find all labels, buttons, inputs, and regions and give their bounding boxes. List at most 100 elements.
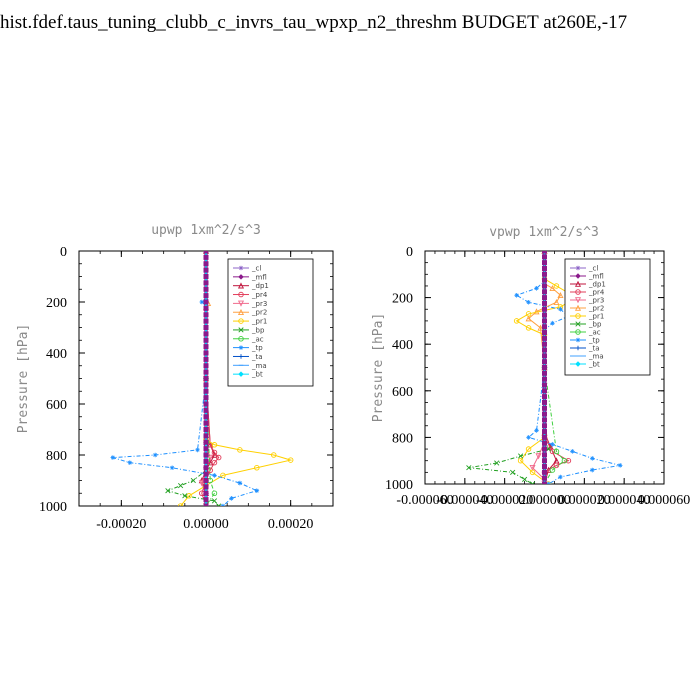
legend-label: _ac [588, 329, 601, 337]
data-point-pr4 [211, 449, 218, 456]
data-point-mfl [542, 423, 547, 429]
data-point-mfl [203, 251, 209, 254]
data-point-tp [152, 452, 158, 458]
x-tick-label: 0.000040 [598, 493, 651, 508]
legend-marker [238, 318, 244, 324]
data-point-bp [211, 498, 218, 504]
legend-marker [574, 280, 582, 287]
data-point-tp [617, 463, 623, 468]
legend: _cl_mfl_dp1_pr4_pr3_pr2_pr1_bp_ac_tp_ta_… [227, 258, 314, 387]
chart-panel-2: vpwp 1xm^2/s^3 Pressure [hPa] 0 200 400 600 80… [371, 225, 690, 508]
data-point-dp1 [545, 466, 552, 473]
data-point-bp [510, 469, 516, 475]
data-point-pr3 [207, 454, 214, 461]
data-point-mfl [203, 497, 209, 503]
x-tick-label: -0.000020 [476, 493, 533, 508]
x-tick-label: 0.000060 [638, 493, 691, 508]
data-point-mfl [203, 293, 209, 299]
data-point-tp [526, 435, 531, 440]
data-point-mfl [203, 433, 209, 439]
data-point-bp [182, 493, 188, 499]
y-tick-label: 0 [60, 245, 67, 260]
legend-marker [575, 289, 581, 295]
data-point-pr3 [198, 480, 205, 487]
data-point-mfl [203, 312, 209, 318]
x-tick-label: 0.00020 [268, 517, 314, 532]
data-point-mfl [542, 254, 547, 260]
data-point-mfl [203, 407, 209, 413]
legend-marker [574, 304, 582, 311]
legend-label: _pr1 [251, 318, 267, 326]
data-point-mfl [203, 305, 209, 311]
y-tick-label: 400 [46, 347, 67, 362]
legend-marker [575, 361, 581, 367]
data-point-mfl [542, 464, 547, 470]
data-point-mfl [203, 369, 209, 375]
data-point-pr4 [565, 457, 572, 464]
legend-marker [237, 300, 245, 307]
legend-label: _pr1 [588, 313, 604, 321]
legend-marker [238, 274, 244, 280]
data-point-mfl [203, 337, 209, 343]
data-point-mfl [542, 300, 547, 306]
data-point-pr1 [513, 318, 520, 324]
legend: _cl_mfl_dp1_pr4_pr3_pr2_pr1_bp_ac_tp_ta_… [564, 258, 651, 376]
data-point-mfl [542, 434, 547, 440]
data-point-pr2 [557, 291, 564, 299]
y-tick-label: 0 [406, 245, 413, 260]
data-point-bp [165, 488, 171, 494]
data-point-pr1 [529, 469, 536, 476]
data-point-mfl [542, 388, 547, 394]
data-point-mfl [203, 478, 209, 483]
data-point-ac [549, 467, 556, 473]
x-tick-label: -0.000060 [396, 493, 453, 508]
data-point-ac [561, 457, 568, 464]
data-point-mfl [203, 280, 209, 286]
legend-label: _bp [251, 326, 265, 334]
data-point-mfl [542, 382, 547, 388]
legend-marker [574, 297, 582, 304]
data-point-pr1 [525, 311, 532, 317]
data-point-mfl [542, 318, 547, 324]
data-point-pr1 [237, 447, 243, 453]
data-point-mfl [203, 344, 209, 350]
data-point-pr3 [535, 453, 542, 460]
data-point-tp [514, 292, 519, 298]
data-point-pr3 [529, 464, 536, 471]
data-point-bp [517, 453, 524, 459]
legend-label: _pr4 [588, 289, 605, 297]
legend-marker [575, 329, 581, 335]
data-point-mfl [203, 318, 209, 324]
data-point-dp1 [211, 451, 218, 458]
data-point-tp [550, 442, 555, 447]
data-point-pr2 [549, 284, 556, 292]
data-point-pr1 [177, 503, 184, 506]
legend-marker [237, 282, 245, 289]
y-tick-label: 600 [392, 385, 413, 400]
y-tick-label: 200 [46, 296, 67, 311]
legend-label: _ta [251, 353, 263, 361]
data-point-mfl [542, 289, 547, 295]
legend-label: _bp [588, 321, 602, 329]
data-point-pr1 [525, 446, 532, 452]
legend-marker [238, 345, 244, 350]
data-point-mfl [542, 370, 547, 376]
data-point-bp [521, 476, 528, 482]
legend-label: _ta [588, 345, 600, 353]
legend-label: _pr4 [251, 291, 268, 299]
data-point-mfl [203, 363, 209, 369]
legend-label: _pr2 [251, 309, 267, 317]
data-point-tp [110, 455, 116, 460]
data-point-mfl [542, 335, 547, 341]
data-point-pr1 [211, 442, 218, 448]
data-point-mfl [203, 401, 209, 407]
legend-label: _cl [588, 265, 598, 273]
legend-label: _dp1 [251, 282, 269, 290]
data-point-mfl [203, 484, 209, 490]
legend-label: _tp [588, 337, 600, 345]
data-point-mfl [542, 452, 547, 458]
data-point-tp [212, 473, 217, 478]
legend-label: _tp [251, 344, 263, 352]
legend-marker [238, 327, 244, 333]
legend-marker [575, 321, 581, 327]
